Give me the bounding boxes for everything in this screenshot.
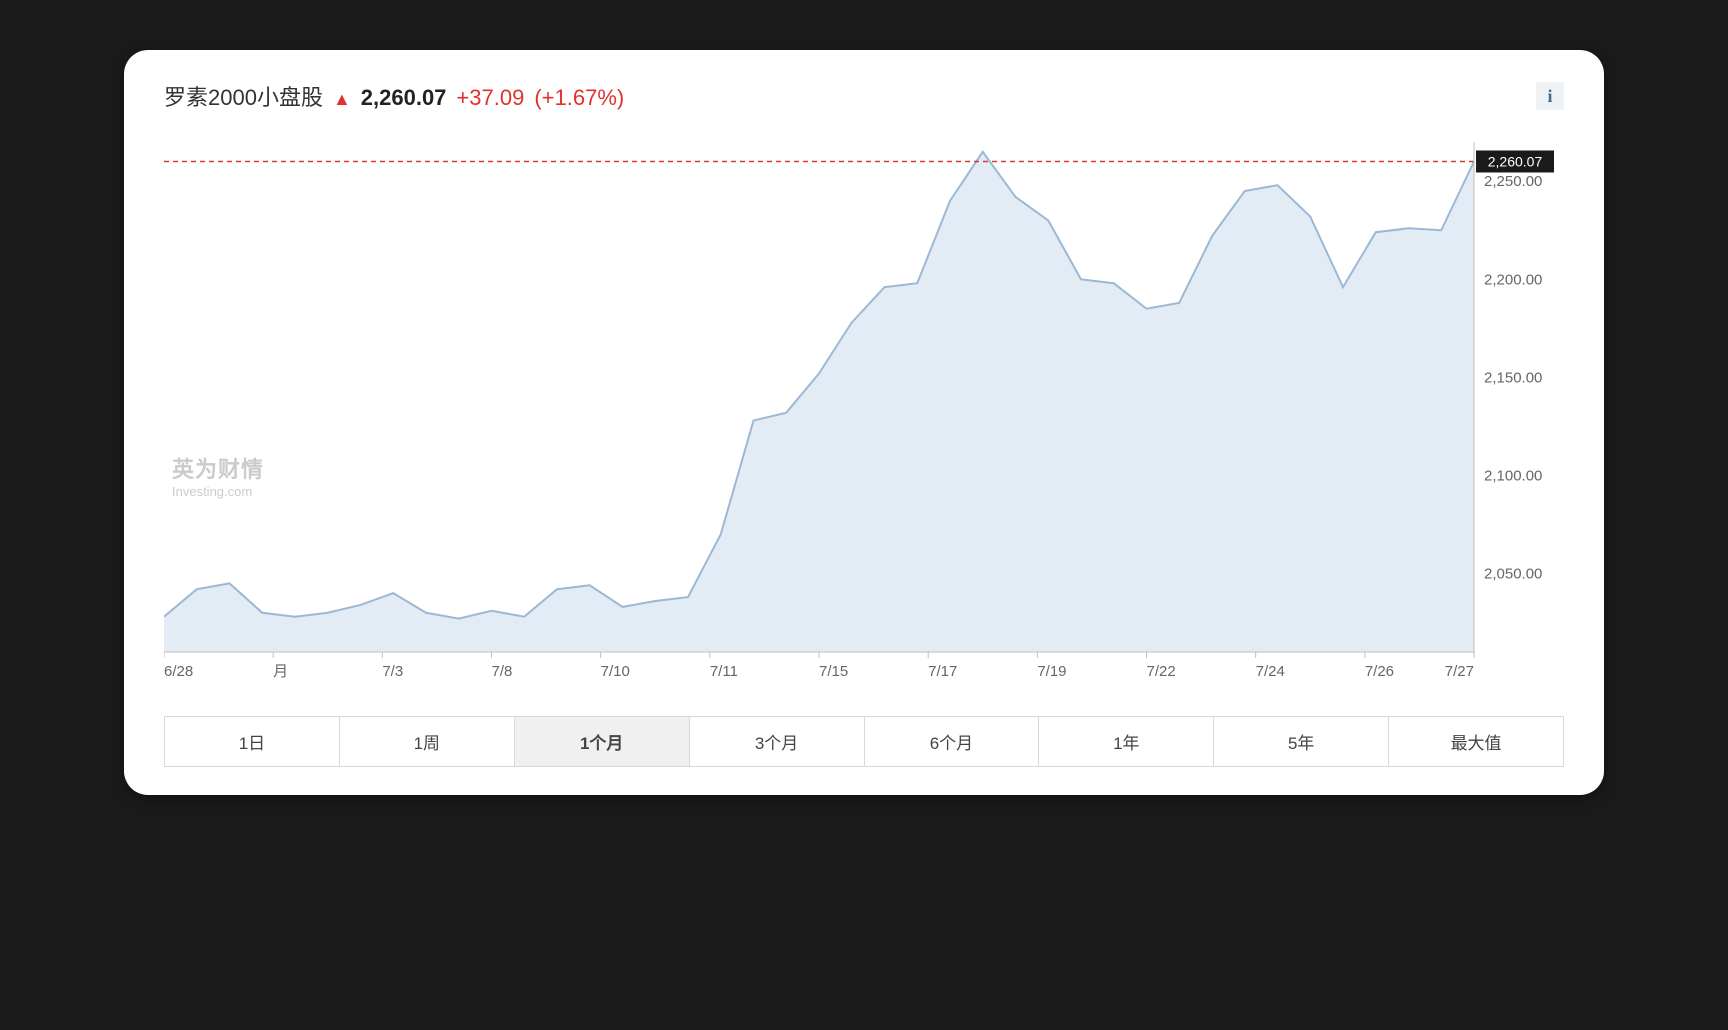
info-icon: i — [1547, 86, 1552, 107]
change-value: +37.09 — [456, 85, 524, 111]
svg-text:2,200.00: 2,200.00 — [1484, 271, 1542, 288]
svg-text:2,250.00: 2,250.00 — [1484, 173, 1542, 190]
current-price: 2,260.07 — [361, 85, 447, 111]
svg-text:7/26: 7/26 — [1365, 663, 1394, 680]
chart-card: 罗素2000小盘股 ▲ 2,260.07 +37.09 (+1.67%) i 2… — [124, 50, 1604, 795]
svg-text:7/19: 7/19 — [1037, 663, 1066, 680]
tab-6个月[interactable]: 6个月 — [865, 717, 1040, 766]
info-button[interactable]: i — [1536, 82, 1564, 110]
svg-text:7/15: 7/15 — [819, 663, 848, 680]
svg-text:7/17: 7/17 — [928, 663, 957, 680]
price-chart-svg: 2,050.00 2,100.00 2,150.00 2,200.00 2,250.00… — [164, 132, 1564, 692]
svg-text:2,150.00: 2,150.00 — [1484, 369, 1542, 386]
tab-5年[interactable]: 5年 — [1214, 717, 1389, 766]
change-percent: (+1.67%) — [534, 85, 624, 111]
svg-text:7/8: 7/8 — [492, 663, 513, 680]
chart-area[interactable]: 2,050.00 2,100.00 2,150.00 2,200.00 2,250.00… — [164, 132, 1564, 692]
chart-header: 罗素2000小盘股 ▲ 2,260.07 +37.09 (+1.67%) i — [164, 80, 1564, 112]
svg-text:2,100.00: 2,100.00 — [1484, 467, 1542, 484]
svg-text:7/3: 7/3 — [382, 663, 403, 680]
up-arrow-icon: ▲ — [333, 89, 351, 110]
svg-text:7/11: 7/11 — [710, 663, 738, 680]
svg-text:7/24: 7/24 — [1256, 663, 1285, 680]
time-range-tabs: 1日1周1个月3个月6个月1年5年最大值 — [164, 716, 1564, 767]
tab-3个月[interactable]: 3个月 — [690, 717, 865, 766]
tab-1日[interactable]: 1日 — [165, 717, 340, 766]
tab-1周[interactable]: 1周 — [340, 717, 515, 766]
svg-text:月: 月 — [273, 663, 288, 680]
index-title: 罗素2000小盘股 — [164, 80, 323, 112]
svg-text:7/22: 7/22 — [1147, 663, 1176, 680]
header-left: 罗素2000小盘股 ▲ 2,260.07 +37.09 (+1.67%) — [164, 80, 624, 112]
svg-text:6/28: 6/28 — [164, 663, 193, 680]
svg-text:2,050.00: 2,050.00 — [1484, 566, 1542, 583]
svg-text:7/10: 7/10 — [601, 663, 630, 680]
svg-text:2,260.07: 2,260.07 — [1488, 153, 1543, 169]
tab-1年[interactable]: 1年 — [1039, 717, 1214, 766]
svg-text:7/27: 7/27 — [1445, 663, 1474, 680]
tab-最大值[interactable]: 最大值 — [1389, 717, 1563, 766]
tab-1个月[interactable]: 1个月 — [515, 717, 690, 766]
outer-frame: 罗素2000小盘股 ▲ 2,260.07 +37.09 (+1.67%) i 2… — [104, 30, 1624, 815]
